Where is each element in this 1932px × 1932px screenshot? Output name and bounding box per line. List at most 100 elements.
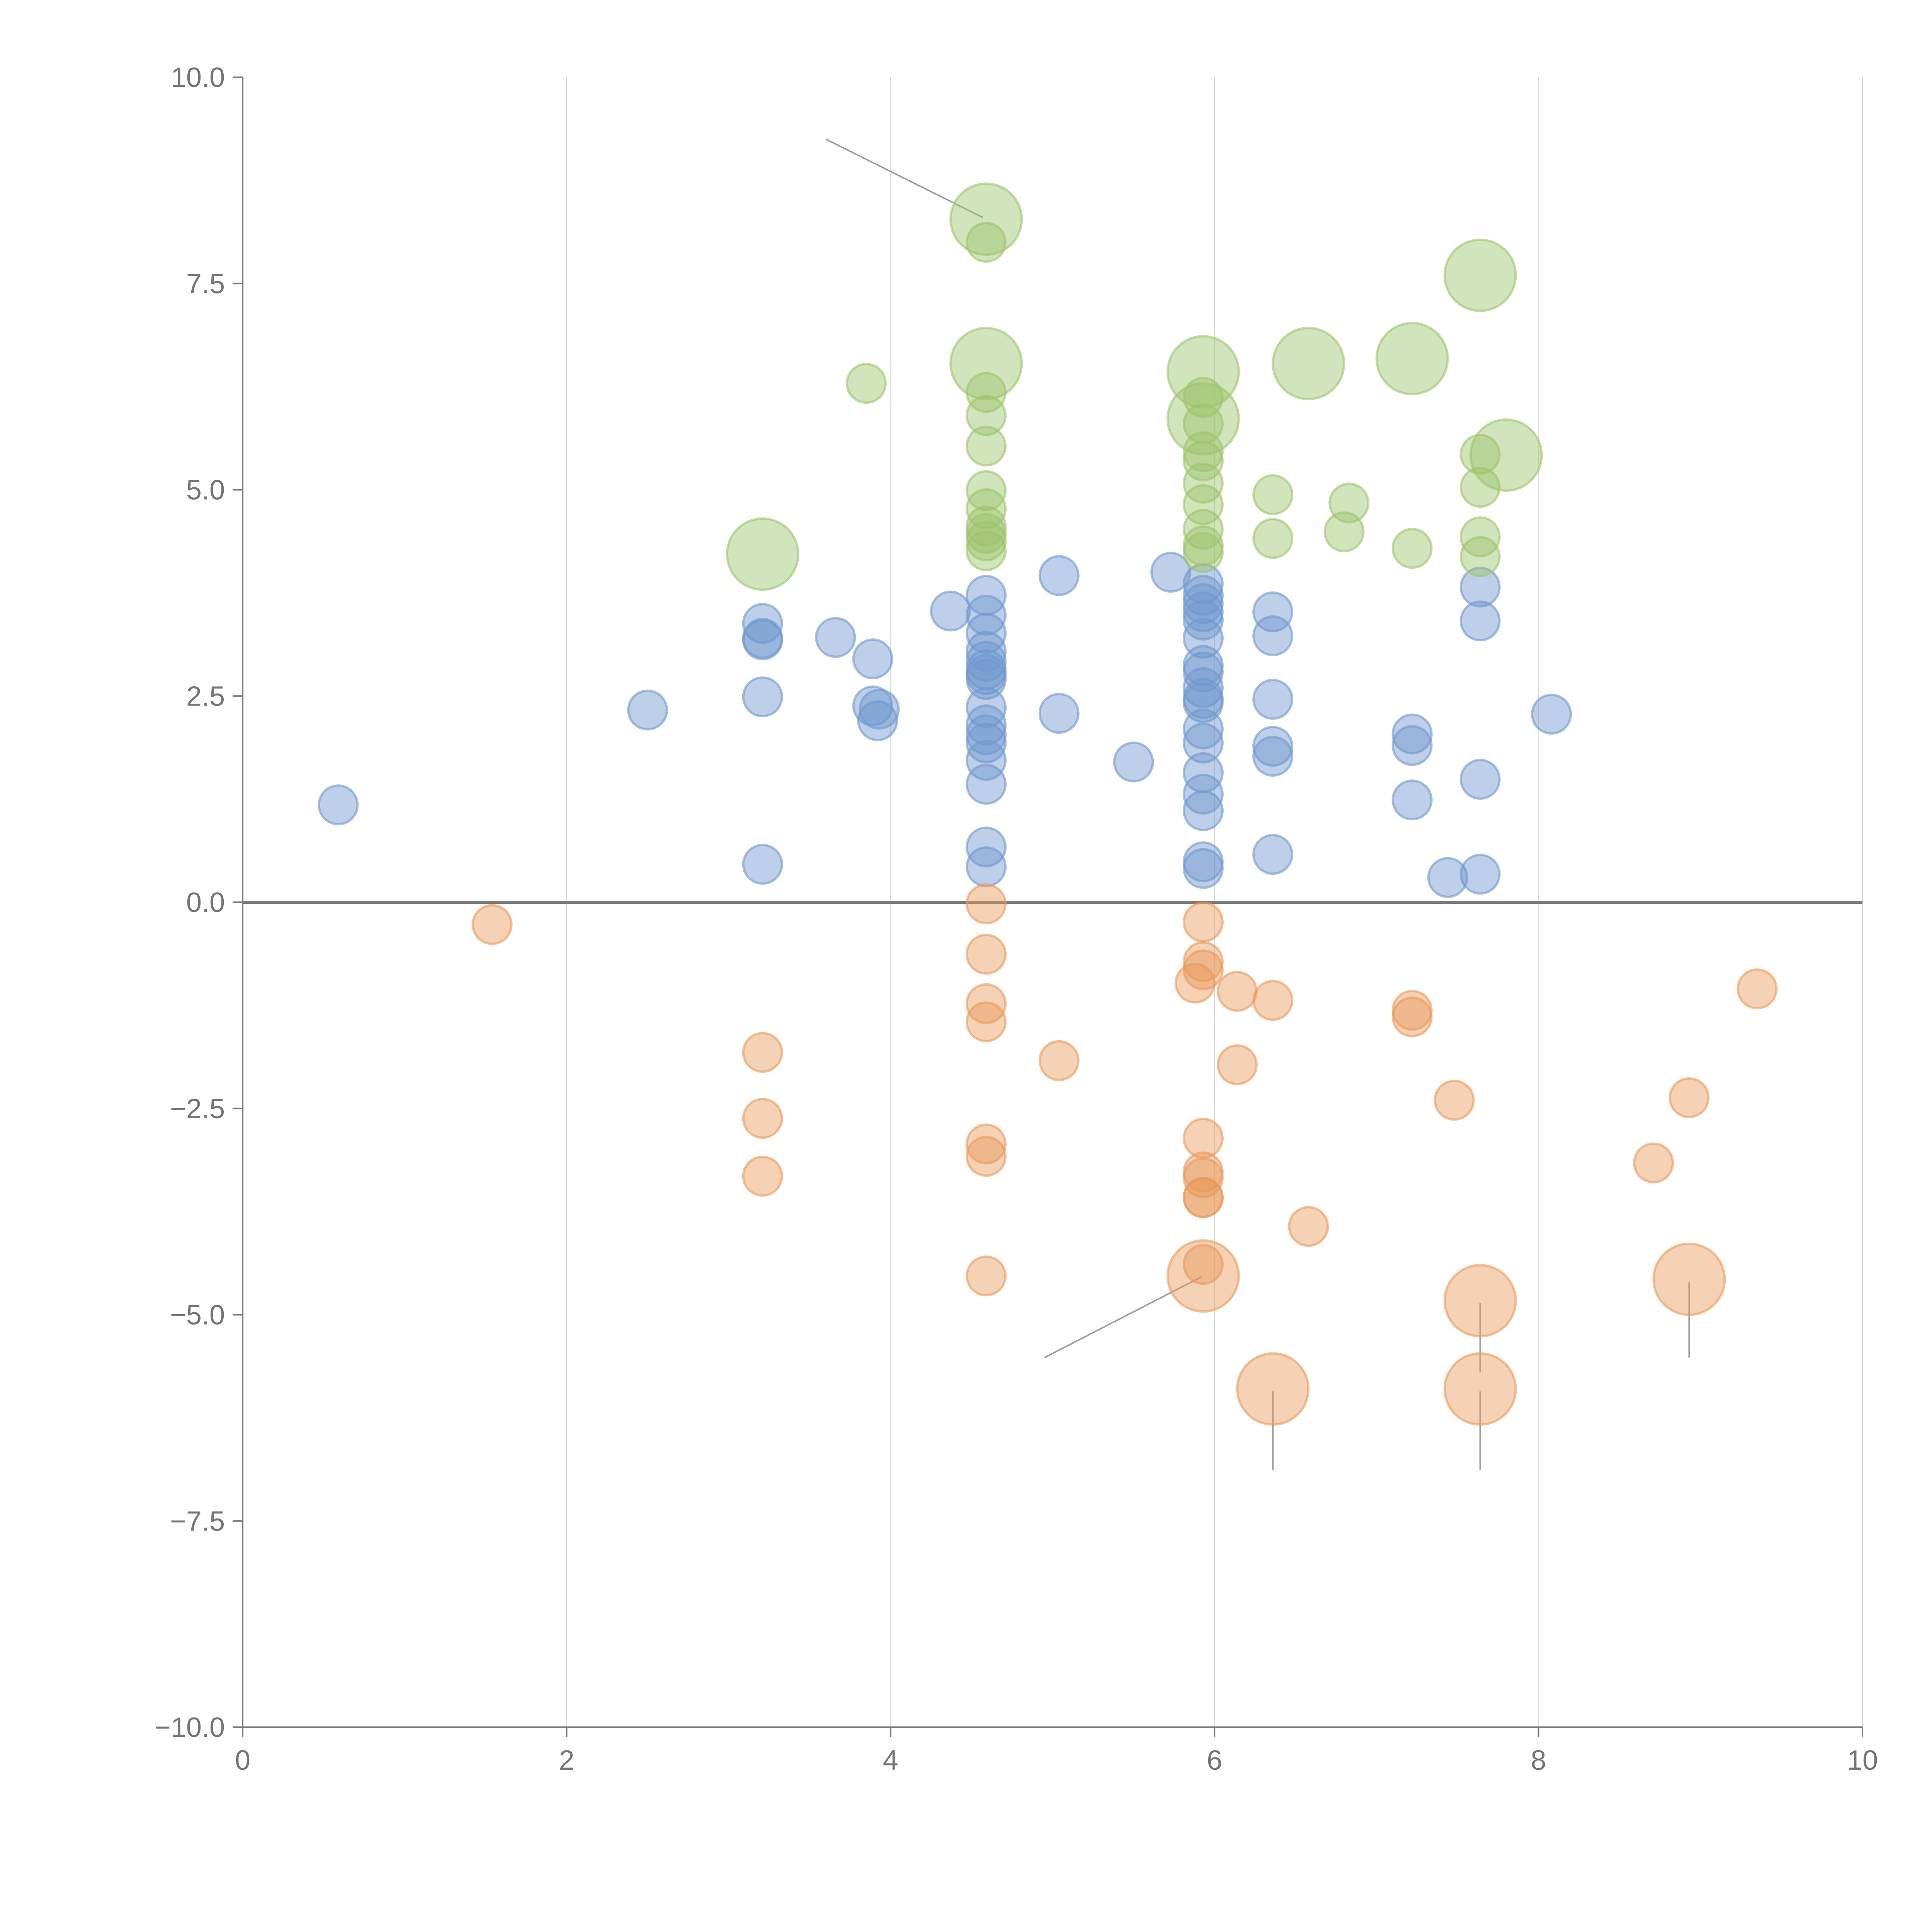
bubble-point-positive-high [1182,463,1224,504]
y-tick-label: −10.0 [155,1712,225,1743]
bubble-point-positive-low [1459,854,1501,895]
bubble-point-negative [471,904,513,945]
bubble-point-positive-low [966,659,1007,700]
bubble-point-negative [1443,1264,1517,1338]
bubble-point-negative [966,1255,1007,1297]
bubble-point-positive-high [1459,467,1501,508]
bubble-point-positive-low [966,704,1007,745]
bubble-point-positive-low [1459,600,1501,641]
bubble-point-positive-low [966,595,1007,636]
bubble-point-positive-low [627,689,668,731]
bubble-point-positive-low [1150,552,1192,593]
annotation-leader-line [825,138,983,218]
bubble-point-negative [1216,971,1258,1012]
bubble-point-negative [1182,901,1224,943]
bubble-point-positive-high [845,363,887,404]
bubble-point-positive-low [1252,726,1294,767]
bubble-point-negative [1216,1044,1258,1085]
bubble-point-positive-low [742,603,783,644]
bubble-point-negative [1038,1040,1080,1081]
bubble-point-positive-high [1375,322,1449,396]
bubble-point-positive-low [1182,708,1224,750]
bubble-point-positive-high [1182,403,1224,444]
bubble-point-positive-low [742,844,783,885]
bubble-point-positive-low [966,631,1007,672]
bubble-point-negative [1288,1206,1329,1247]
bubble-point-negative [966,934,1007,975]
bubble-point-positive-low [1182,774,1224,815]
x-tick-label: 4 [883,1745,898,1776]
tick-label-layer: 0 2 4 6 8 10 10.0 7.5 5.0 2.5 0.0 −2.5 −5.0 −7.5 −10.0 [155,62,1878,1776]
bubble-point-positive-low [1113,742,1154,783]
bubble-point-negative [966,1123,1007,1165]
bubble-point-positive-low [1252,615,1294,656]
bubble-point-positive-low [1531,694,1572,735]
bubble-point-negative [742,1032,783,1073]
bubble-point-positive-high [966,395,1007,436]
bubble-point-positive-low [1252,679,1294,720]
bubble-point-positive-high [949,327,1023,400]
bubble-point-positive-low [1182,790,1224,832]
bubble-point-positive-low [859,689,900,730]
x-tick-label: 6 [1207,1745,1222,1776]
y-tick-label: 7.5 [186,269,225,299]
bubble-point-positive-low [852,685,893,726]
bubble-point-positive-high [966,488,1007,529]
bubble-point-negative [1166,1239,1240,1313]
bubble-point-positive-low [857,700,898,742]
bubble-point-negative [1391,996,1433,1037]
bubble-point-negative [966,883,1007,925]
bubble-point-positive-low [1427,857,1468,898]
bubble-point-negative [1633,1142,1674,1184]
bubble-point-negative [966,1001,1007,1043]
y-tick-label: −2.5 [170,1094,225,1124]
x-tick-label: 0 [235,1745,250,1776]
bubble-point-positive-low [1182,599,1224,641]
bubble-point-positive-high [1182,509,1224,550]
bubble-point-negative [1174,963,1216,1004]
y-tick-label: −5.0 [170,1300,225,1331]
y-tick-label: 5.0 [186,475,225,506]
bubble-point-positive-high [1182,484,1224,525]
bubble-point-positive-high [1166,382,1240,456]
bubble-point-positive-high [1182,532,1224,573]
bubble-point-positive-low [1182,848,1224,889]
bubble-point-positive-high [966,372,1007,413]
bubble-point-positive-low [1182,722,1224,764]
bubble-point-positive-low [1391,713,1433,755]
bubble-point-positive-low [966,846,1007,888]
bubble-point-positive-high [1252,518,1294,559]
axis-layer [233,77,1863,1737]
bubble-point-positive-high [1391,528,1433,569]
bubble-point-negative [1182,1177,1224,1218]
bubble-point-positive-high [966,530,1007,571]
bubble-point-positive-low [1252,834,1294,875]
y-tick-label: 10.0 [171,62,225,93]
bubble-point-positive-high [1182,431,1224,473]
bubble-point-positive-high [1459,536,1501,577]
bubble-point-positive-low [966,740,1007,781]
bubble-point-positive-low [930,590,971,632]
x-tick-label: 2 [559,1745,574,1776]
bubble-point-positive-low [1459,759,1501,800]
bubble-point-positive-high [966,520,1007,561]
bubble-point-positive-high [1443,238,1517,312]
bubble-point-negative [1668,1077,1710,1118]
bubble-point-positive-low [966,764,1007,805]
bubble-point-positive-high [966,425,1007,467]
bubble-point-negative [742,1098,783,1139]
bubble-point-positive-low [318,784,359,826]
bubble-point-negative [1736,968,1778,1010]
annotation-leader-line [1044,1276,1202,1359]
bubble-point-positive-high [966,470,1007,511]
bubble-layer [318,182,1778,1426]
y-tick-label: −7.5 [170,1506,225,1537]
x-tick-label: 8 [1531,1745,1546,1776]
bubble-point-negative [1236,1352,1310,1426]
bubble-point-positive-low [1391,779,1433,821]
bubble-point-positive-low [1391,725,1433,766]
bubble-point-positive-low [966,722,1007,764]
annotation-leader-layer [825,138,1690,1470]
bubble-point-positive-high [1252,474,1294,515]
